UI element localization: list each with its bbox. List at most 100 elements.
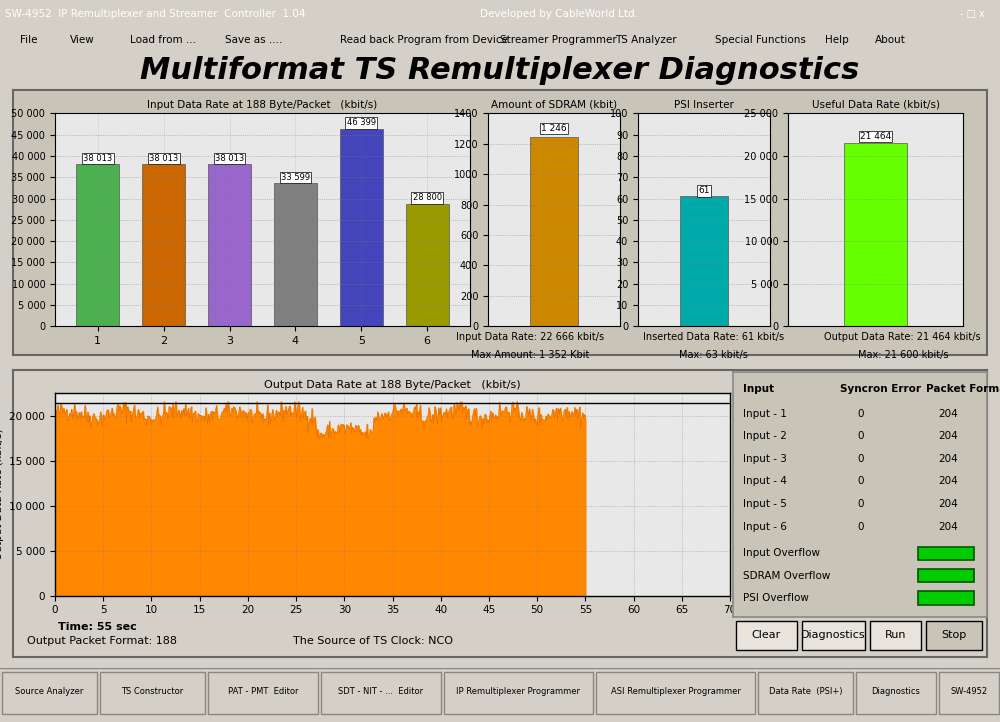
Bar xyxy=(758,671,853,714)
Text: Clear: Clear xyxy=(751,630,781,640)
Text: 0: 0 xyxy=(857,477,864,487)
Text: Max: 63 kbit/s: Max: 63 kbit/s xyxy=(679,350,748,360)
Text: PAT - PMT  Editor: PAT - PMT Editor xyxy=(228,687,298,695)
Bar xyxy=(100,671,205,714)
Text: 1 246: 1 246 xyxy=(541,124,567,133)
Text: 204: 204 xyxy=(939,431,958,441)
Text: Run: Run xyxy=(885,630,906,640)
Bar xyxy=(939,671,999,714)
Text: Special Functions: Special Functions xyxy=(715,35,806,45)
Bar xyxy=(802,622,865,650)
Text: 204: 204 xyxy=(939,454,958,464)
Text: Input Overflow: Input Overflow xyxy=(743,549,820,559)
Text: About: About xyxy=(875,35,906,45)
Title: PSI Inserter: PSI Inserter xyxy=(674,100,734,110)
Text: Source Analyzer: Source Analyzer xyxy=(15,687,84,695)
Text: SW-4952  IP Remultiplexer and Streamer  Controller  1.04: SW-4952 IP Remultiplexer and Streamer Co… xyxy=(5,9,306,19)
Text: Developed by CableWorld Ltd.: Developed by CableWorld Ltd. xyxy=(480,9,638,19)
Bar xyxy=(2,671,97,714)
Bar xyxy=(596,671,755,714)
Text: IP Remultiplexer Programmer: IP Remultiplexer Programmer xyxy=(456,687,580,695)
Bar xyxy=(918,591,974,604)
Text: PSI Overflow: PSI Overflow xyxy=(743,593,809,603)
Text: View: View xyxy=(70,35,95,45)
Text: Load from ...: Load from ... xyxy=(130,35,196,45)
Bar xyxy=(444,671,593,714)
Text: Save as ....: Save as .... xyxy=(225,35,282,45)
Title: Input Data Rate at 188 Byte/Packet   (kbit/s): Input Data Rate at 188 Byte/Packet (kbit… xyxy=(147,100,378,110)
Text: 0: 0 xyxy=(857,521,864,531)
Text: Output Data Rate: 21 464 kbit/s: Output Data Rate: 21 464 kbit/s xyxy=(824,332,981,342)
Text: 46 399: 46 399 xyxy=(347,118,376,127)
Text: 28 800: 28 800 xyxy=(413,193,442,202)
Bar xyxy=(406,204,449,326)
Text: 61: 61 xyxy=(698,186,710,196)
Text: Input Data Rate: 22 666 kbit/s: Input Data Rate: 22 666 kbit/s xyxy=(456,332,604,342)
Text: Diagnostics: Diagnostics xyxy=(801,630,866,640)
Text: ASI Remultiplexer Programmer: ASI Remultiplexer Programmer xyxy=(611,687,740,695)
Text: SDT - NIT - ...  Editor: SDT - NIT - ... Editor xyxy=(338,687,424,695)
Text: The Source of TS Clock: NCO: The Source of TS Clock: NCO xyxy=(293,636,453,646)
Text: Diagnostics: Diagnostics xyxy=(872,687,920,695)
Text: - □ x: - □ x xyxy=(960,9,985,19)
Text: Input - 2: Input - 2 xyxy=(743,431,787,441)
Bar xyxy=(844,144,907,326)
Text: TS Constructor: TS Constructor xyxy=(121,687,184,695)
Text: 21 464: 21 464 xyxy=(860,132,891,141)
Text: Time: 55 sec: Time: 55 sec xyxy=(58,622,137,632)
Bar xyxy=(870,622,921,650)
Text: Max Amount: 1 352 Kbit: Max Amount: 1 352 Kbit xyxy=(471,350,589,360)
Bar xyxy=(340,129,383,326)
Bar xyxy=(918,569,974,583)
Text: TS Analyzer: TS Analyzer xyxy=(615,35,677,45)
Bar xyxy=(208,671,318,714)
Text: 0: 0 xyxy=(857,409,864,419)
Text: Help: Help xyxy=(825,35,849,45)
Text: Syncron Error: Syncron Error xyxy=(840,384,921,394)
Text: SW-4952: SW-4952 xyxy=(950,687,988,695)
Text: Packet Format: Packet Format xyxy=(926,384,1000,394)
Bar xyxy=(76,165,119,326)
Text: Inserted Data Rate: 61 kbit/s: Inserted Data Rate: 61 kbit/s xyxy=(643,332,784,342)
Bar xyxy=(680,196,728,326)
Text: Max: 21 600 kbit/s: Max: 21 600 kbit/s xyxy=(858,350,948,360)
Text: 204: 204 xyxy=(939,499,958,509)
Bar xyxy=(856,671,936,714)
Y-axis label: Output Data Rate (kbit/s): Output Data Rate (kbit/s) xyxy=(0,429,4,560)
Bar xyxy=(530,136,578,326)
Bar xyxy=(142,165,185,326)
Text: 0: 0 xyxy=(857,431,864,441)
Text: Stop: Stop xyxy=(941,630,967,640)
Title: Output Data Rate at 188 Byte/Packet   (kbit/s): Output Data Rate at 188 Byte/Packet (kbi… xyxy=(264,380,521,390)
Bar xyxy=(274,183,317,326)
Text: Read back Program from Device: Read back Program from Device xyxy=(340,35,508,45)
Text: 0: 0 xyxy=(857,454,864,464)
Bar xyxy=(926,622,982,650)
Text: File: File xyxy=(20,35,38,45)
Bar xyxy=(208,165,251,326)
Text: Input - 6: Input - 6 xyxy=(743,521,787,531)
Text: Input - 4: Input - 4 xyxy=(743,477,787,487)
Title: Useful Data Rate (kbit/s): Useful Data Rate (kbit/s) xyxy=(812,100,940,110)
Text: Data Rate  (PSI+): Data Rate (PSI+) xyxy=(769,687,842,695)
Text: 38 013: 38 013 xyxy=(215,154,244,163)
Text: Streamer Programmer: Streamer Programmer xyxy=(500,35,617,45)
Title: Amount of SDRAM (kbit): Amount of SDRAM (kbit) xyxy=(491,100,617,110)
Bar xyxy=(918,547,974,560)
Text: 38 013: 38 013 xyxy=(149,154,178,163)
Text: 204: 204 xyxy=(939,521,958,531)
Text: 38 013: 38 013 xyxy=(83,154,112,163)
Text: 204: 204 xyxy=(939,477,958,487)
Text: Multiformat TS Remultiplexer Diagnostics: Multiformat TS Remultiplexer Diagnostics xyxy=(140,56,860,84)
Text: 204: 204 xyxy=(939,409,958,419)
Text: Output Packet Format: 188: Output Packet Format: 188 xyxy=(27,636,177,646)
Text: 0: 0 xyxy=(857,499,864,509)
Bar xyxy=(321,671,441,714)
Text: Input - 1: Input - 1 xyxy=(743,409,787,419)
Text: SDRAM Overflow: SDRAM Overflow xyxy=(743,570,831,580)
Text: Input - 3: Input - 3 xyxy=(743,454,787,464)
Text: Input: Input xyxy=(743,384,774,394)
Text: Input - 5: Input - 5 xyxy=(743,499,787,509)
Text: 33 599: 33 599 xyxy=(281,173,310,182)
Bar xyxy=(736,622,796,650)
